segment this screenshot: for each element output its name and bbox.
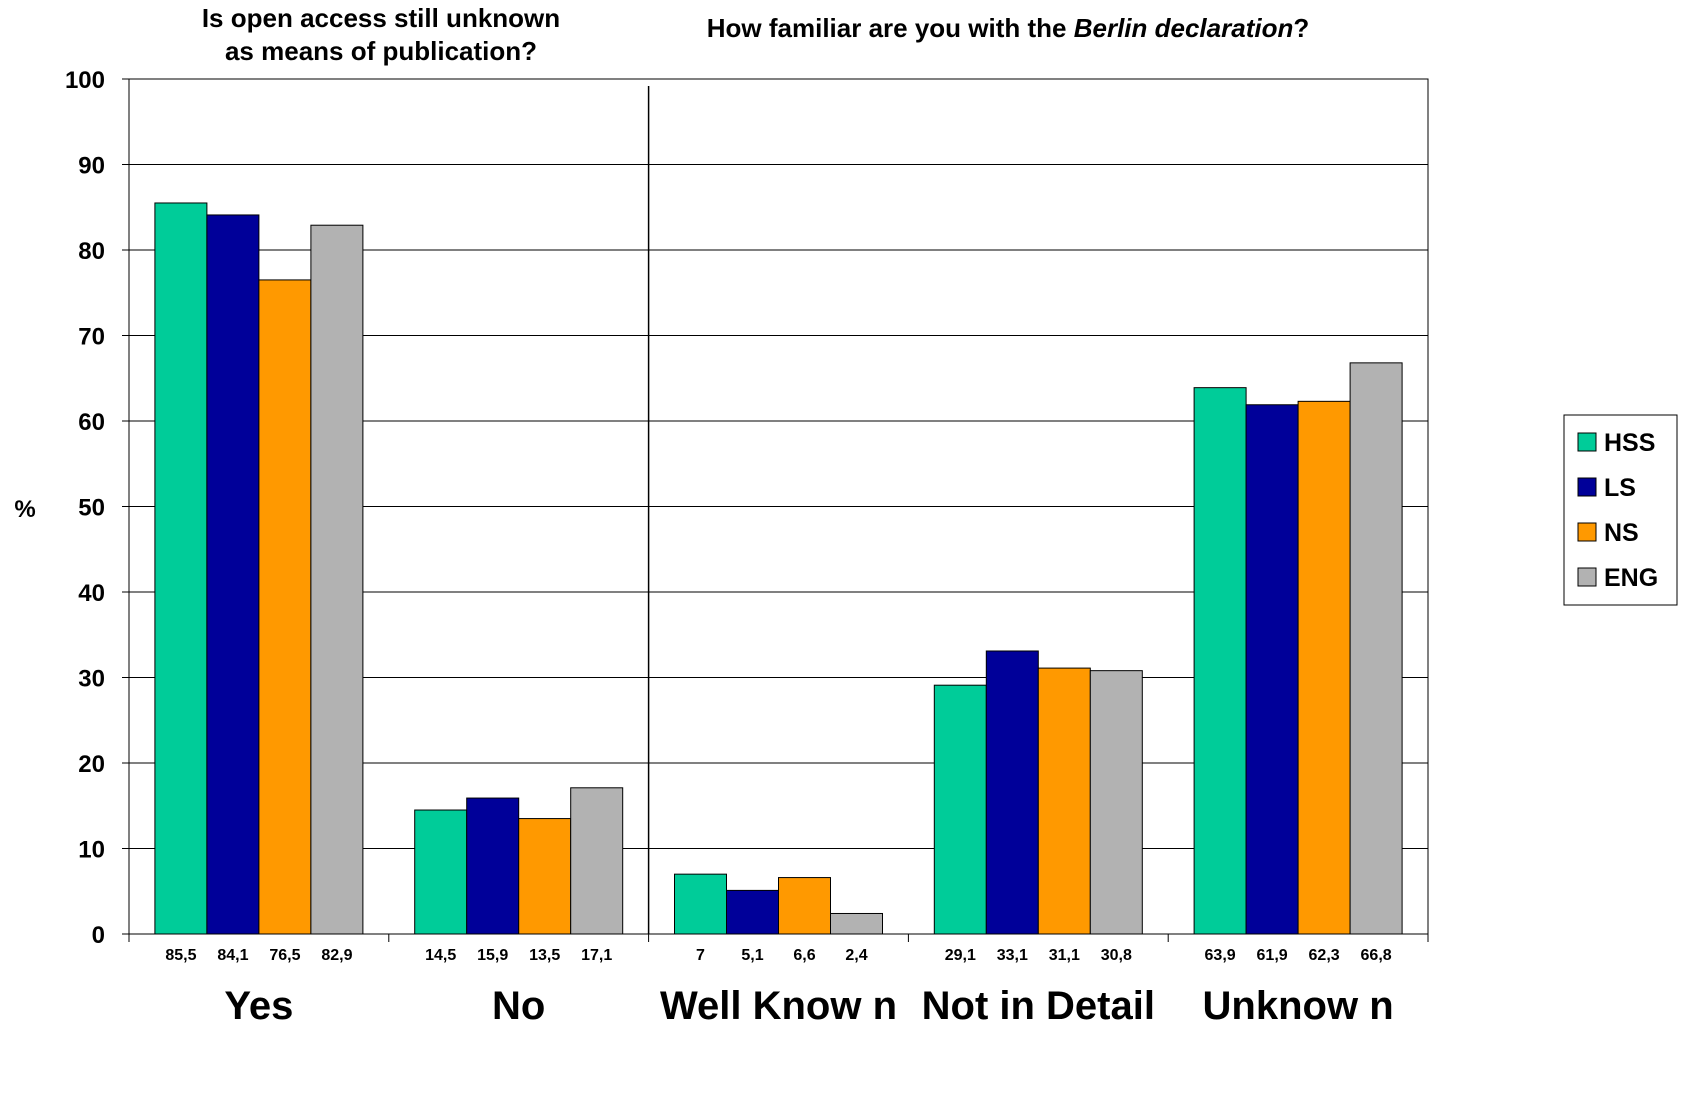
y-tick-label: 30 <box>78 666 105 693</box>
data-label-not-in-detail-eng: 30,8 <box>1101 947 1132 964</box>
legend-swatch-eng <box>1577 567 1597 587</box>
data-label-unknow-n-ns: 62,3 <box>1309 947 1340 964</box>
bar-unknow-n-eng <box>1349 362 1403 935</box>
y-tick-label: 80 <box>78 238 105 265</box>
data-label-unknow-n-ls: 61,9 <box>1257 947 1288 964</box>
data-label-yes-hss: 85,5 <box>165 947 196 964</box>
data-label-yes-ns: 76,5 <box>269 947 300 964</box>
bar-yes-hss <box>154 202 208 935</box>
bar-unknow-n-hss <box>1193 387 1247 935</box>
bar-not-in-detail-eng <box>1089 670 1143 935</box>
data-label-not-in-detail-ns: 31,1 <box>1049 947 1080 964</box>
y-tick-label: 60 <box>78 409 105 436</box>
data-label-no-eng: 17,1 <box>581 947 612 964</box>
data-label-well-know-n-ns: 6,6 <box>793 947 815 964</box>
x-category-label: No <box>492 984 545 1028</box>
bar-yes-ns <box>258 279 312 935</box>
data-label-no-ns: 13,5 <box>529 947 560 964</box>
chart-title-2-segment: ? <box>1293 13 1309 43</box>
data-label-not-in-detail-hss: 29,1 <box>945 947 976 964</box>
data-label-not-in-detail-ls: 33,1 <box>997 947 1028 964</box>
y-axis-label: % <box>14 496 35 523</box>
data-label-well-know-n-ls: 5,1 <box>741 947 763 964</box>
bar-no-ns <box>518 818 572 935</box>
bar-no-ls <box>466 797 520 935</box>
legend-label-ns: NS <box>1604 519 1639 547</box>
data-label-well-know-n-eng: 2,4 <box>845 947 867 964</box>
y-tick-label: 50 <box>78 495 105 522</box>
legend-label-ls: LS <box>1604 474 1636 502</box>
data-label-no-ls: 15,9 <box>477 947 508 964</box>
data-label-unknow-n-eng: 66,8 <box>1361 947 1392 964</box>
y-tick-label: 20 <box>78 751 105 778</box>
bar-well-know-n-hss <box>674 873 727 935</box>
y-tick-label: 10 <box>78 837 105 864</box>
bar-yes-eng <box>310 224 364 935</box>
chart-title-2-segment: How familiar are you with the <box>707 13 1074 43</box>
y-tick-label: 0 <box>92 922 105 949</box>
x-category-label: Well Know n <box>660 984 897 1028</box>
legend-label-eng: ENG <box>1604 564 1658 592</box>
legend-label-hss: HSS <box>1604 429 1655 457</box>
bar-yes-ls <box>206 214 260 935</box>
bar-not-in-detail-ns <box>1037 667 1091 935</box>
chart-title-1-line: as means of publication? <box>225 36 537 66</box>
legend-swatch-hss <box>1577 432 1597 452</box>
bar-well-know-n-ls <box>726 889 779 935</box>
chart-title-1-line: Is open access still unknown <box>202 3 560 33</box>
chart-title-2-segment: Berlin declaration <box>1074 13 1294 43</box>
x-category-label: Unknow n <box>1203 984 1394 1028</box>
bar-unknow-n-ns <box>1297 400 1351 935</box>
data-label-well-know-n-hss: 7 <box>696 947 705 964</box>
legend-swatch-ls <box>1577 477 1597 497</box>
y-tick-label: 100 <box>65 67 105 94</box>
x-category-label: Not in Detail <box>922 984 1155 1028</box>
x-category-label: Yes <box>224 984 293 1028</box>
bar-not-in-detail-hss <box>933 684 987 935</box>
data-label-unknow-n-hss: 63,9 <box>1205 947 1236 964</box>
y-tick-label: 70 <box>78 324 105 351</box>
data-label-no-hss: 14,5 <box>425 947 456 964</box>
bar-no-eng <box>570 787 624 935</box>
y-tick-label: 40 <box>78 580 105 607</box>
bar-unknow-n-ls <box>1245 404 1299 935</box>
data-label-yes-ls: 84,1 <box>217 947 248 964</box>
bar-well-know-n-eng <box>830 912 883 935</box>
bar-not-in-detail-ls <box>985 650 1039 935</box>
data-label-yes-eng: 82,9 <box>321 947 352 964</box>
legend-swatch-ns <box>1577 522 1597 542</box>
chart-title-2: How familiar are you with the Berlin dec… <box>707 13 1309 43</box>
y-tick-label: 90 <box>78 153 105 180</box>
bar-no-hss <box>414 809 468 935</box>
bar-well-know-n-ns <box>778 877 831 935</box>
